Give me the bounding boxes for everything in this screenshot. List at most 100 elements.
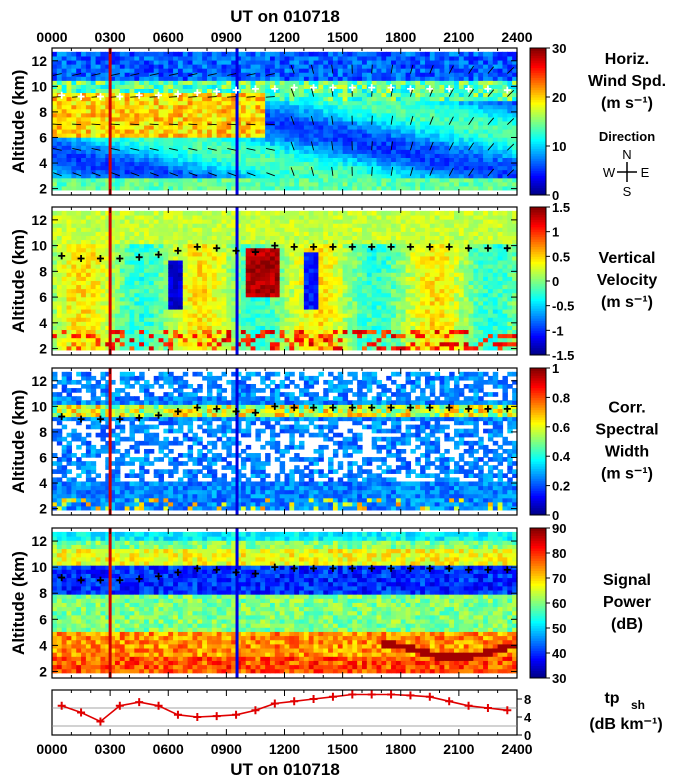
heatmap-cell: [173, 116, 179, 122]
heatmap-cell: [124, 210, 131, 216]
heatmap-cell: [342, 185, 349, 191]
heatmap-cell: [497, 72, 504, 77]
heatmap-cell: [337, 133, 344, 138]
heatmap-cell: [182, 345, 189, 351]
heatmap-cell: [255, 68, 261, 73]
heatmap-cell: [299, 128, 305, 134]
heatmap-cell: [250, 255, 257, 261]
heatmap-cell: [487, 72, 494, 77]
heatmap-cell: [221, 177, 227, 183]
heatmap-cell: [163, 247, 169, 253]
heatmap-cell: [250, 76, 257, 81]
heatmap-cell: [134, 173, 140, 179]
heatmap-cell: [444, 177, 450, 183]
heatmap-cell: [318, 137, 324, 142]
heatmap-cell: [299, 153, 305, 158]
heatmap-cell: [294, 72, 300, 77]
heatmap-cell: [458, 185, 465, 191]
heatmap-cell: [236, 169, 242, 175]
heatmap-cell: [81, 177, 87, 183]
heatmap-cell: [110, 141, 116, 146]
heatmap-cell: [124, 173, 131, 179]
heatmap-cell: [357, 157, 363, 163]
heatmap-cell: [153, 120, 160, 126]
wind-arrow: [130, 73, 140, 76]
heatmap-cell: [478, 100, 484, 106]
heatmap-cell: [303, 104, 310, 110]
heatmap-cell: [245, 76, 252, 81]
heatmap-cell: [119, 345, 126, 351]
heatmap-cell: [173, 264, 179, 269]
heatmap-cell: [255, 169, 261, 175]
heatmap-cell: [449, 55, 455, 61]
heatmap-cell: [216, 259, 223, 265]
heatmap-cell: [265, 169, 271, 175]
heatmap-cell: [100, 292, 106, 298]
heatmap-cell: [226, 137, 232, 142]
wind-arrow: [290, 87, 295, 97]
heatmap-cell: [216, 169, 223, 175]
heatmap-cell: [144, 92, 150, 98]
wind-arrow: [52, 123, 62, 126]
heatmap-cell: [211, 304, 218, 310]
heatmap-cell: [197, 247, 203, 253]
heatmap-cell: [177, 235, 184, 241]
heatmap-cell: [231, 80, 237, 85]
heatmap-cell: [400, 137, 407, 142]
heatmap-cell: [221, 108, 227, 114]
heatmap-cell: [216, 296, 223, 302]
heatmap-cell: [231, 276, 237, 281]
heatmap-cell: [454, 173, 460, 179]
heatmap-cell: [400, 72, 407, 77]
heatmap-cell: [231, 124, 237, 130]
heatmap-cell: [182, 161, 189, 167]
heatmap-cell: [56, 345, 63, 351]
heatmap-cell: [231, 133, 237, 138]
heatmap-cell: [492, 128, 499, 134]
heatmap-cell: [192, 300, 198, 306]
heatmap-cell: [434, 165, 441, 171]
heatmap-cell: [395, 185, 402, 191]
heatmap-cell: [231, 227, 237, 232]
heatmap-cell: [153, 276, 160, 281]
heatmap-cell: [492, 92, 499, 98]
heatmap-cell: [134, 317, 140, 322]
heatmap-cell: [342, 169, 349, 175]
heatmap-cell: [318, 173, 324, 179]
heatmap-cell: [52, 76, 58, 81]
heatmap-cell: [342, 141, 349, 146]
heatmap-cell: [308, 185, 315, 191]
heatmap-cell: [221, 100, 227, 106]
heatmap-cell: [56, 276, 63, 281]
heatmap-cell: [168, 280, 174, 286]
heatmap-cell: [420, 100, 426, 106]
heatmap-cell: [347, 141, 353, 146]
heatmap-cell: [216, 68, 223, 73]
heatmap-cell: [119, 92, 126, 98]
heatmap-cell: [454, 76, 460, 81]
heatmap-cell: [478, 185, 484, 191]
heatmap-cell: [129, 333, 135, 339]
heatmap-cell: [163, 337, 169, 343]
heatmap-cell: [52, 124, 58, 130]
heatmap-cell: [424, 169, 431, 175]
heatmap-cell: [299, 141, 305, 146]
heatmap-cell: [119, 284, 126, 290]
heatmap-cell: [81, 259, 87, 265]
heatmap-cell: [153, 333, 160, 339]
heatmap-cell: [216, 337, 223, 343]
heatmap-cell: [124, 214, 131, 220]
heatmap-cell: [110, 284, 116, 290]
heatmap-cell: [405, 165, 412, 171]
heatmap-cell: [221, 145, 227, 150]
heatmap-cell: [299, 64, 305, 69]
heatmap-cell: [347, 92, 353, 98]
heatmap-cell: [236, 219, 242, 224]
heatmap-cell: [260, 128, 266, 134]
heatmap-cell: [323, 165, 329, 171]
heatmap-cell: [400, 92, 407, 98]
heatmap-cell: [376, 153, 382, 158]
heatmap-cell: [85, 128, 92, 134]
heatmap-cell: [492, 76, 499, 81]
heatmap-cell: [391, 100, 397, 106]
